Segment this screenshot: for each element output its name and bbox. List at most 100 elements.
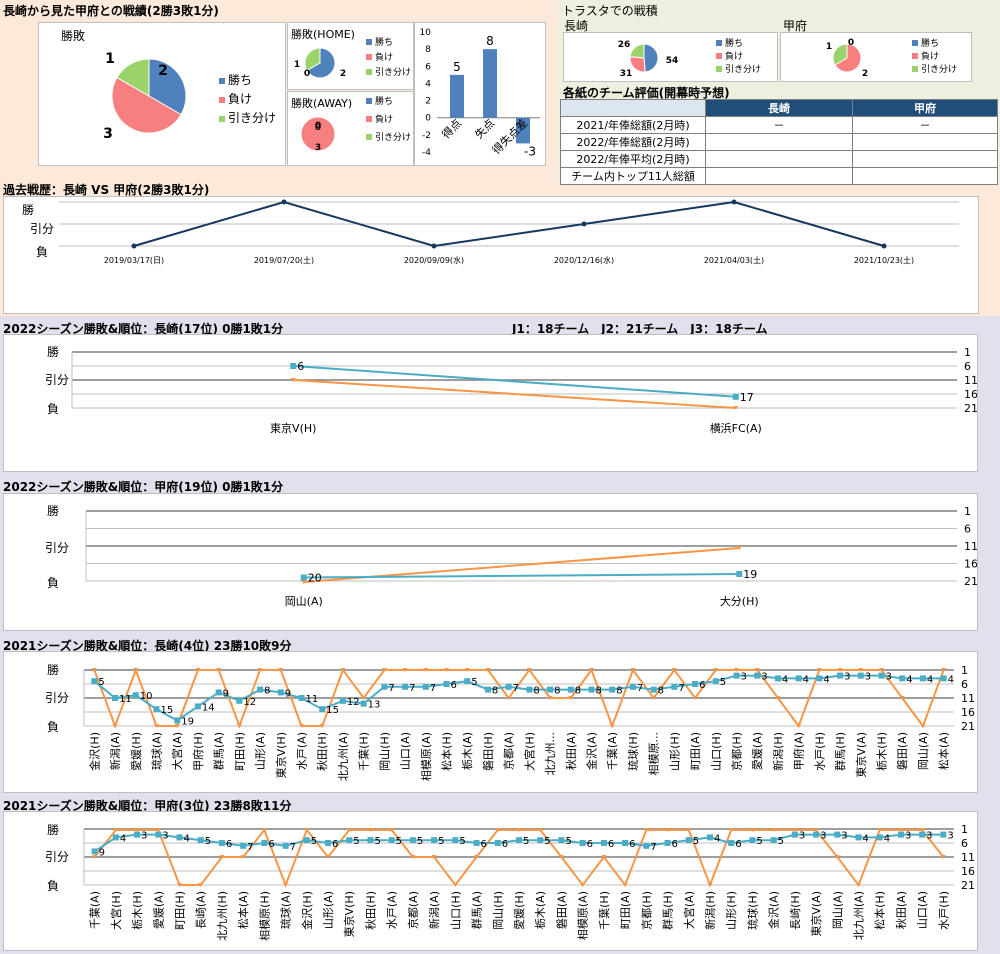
pie-slice <box>304 47 321 72</box>
eval-table: 長崎 甲府 2021/年俸総額(2月時) － － 2022/年俸総額(2月時) … <box>560 99 998 185</box>
rank-point <box>919 831 926 838</box>
rank-tick: 6 <box>961 837 968 850</box>
record-point <box>665 828 671 832</box>
x-tick-label: 東京V(H) <box>342 891 356 937</box>
category-label: 失点 <box>472 117 497 142</box>
trasta-title: トラスタでの戦積 <box>562 4 658 18</box>
rank-data-label: 4 <box>863 833 869 844</box>
result-point <box>881 243 887 249</box>
rank-point <box>795 675 802 682</box>
y-tick-label: 2 <box>425 97 431 107</box>
date-label: 2021/10/23(土) <box>854 255 914 265</box>
x-tick-label: 千葉(A) <box>605 732 619 770</box>
league-info: J1：18チーム J2：21チーム J3：18チーム <box>512 322 768 336</box>
legend-swatch <box>219 116 225 122</box>
legend-swatch <box>366 134 372 140</box>
legend-swatch <box>912 66 918 72</box>
rank-data-label: 3 <box>844 672 850 683</box>
x-tick-label: 琉球(H) <box>745 891 759 930</box>
pie-slice <box>834 43 862 73</box>
rank-data-label: 6 <box>608 839 614 850</box>
rank-line <box>293 365 736 398</box>
rank-point <box>899 675 906 682</box>
x-tick-label: 京都(A) <box>502 732 516 770</box>
rank-data-label: 6 <box>587 839 593 850</box>
x-tick-label: 大宮(A) <box>682 891 696 929</box>
record-point <box>240 855 246 859</box>
record-point <box>728 828 734 832</box>
record-point <box>301 580 307 584</box>
x-tick-label: 秋田(A) <box>894 891 908 929</box>
pie-slice <box>300 116 336 152</box>
record-point <box>837 668 843 672</box>
pie-slice <box>111 76 182 134</box>
rank-point <box>381 683 388 690</box>
rank-data-label: 5 <box>374 836 380 847</box>
rank-data-label: 7 <box>430 683 436 694</box>
record-point <box>816 668 822 672</box>
rank-point <box>197 837 204 844</box>
record-point <box>133 668 139 672</box>
rank-point <box>749 837 756 844</box>
rank-point <box>261 840 268 846</box>
rank-point <box>834 831 841 838</box>
bar-value-label: 8 <box>486 34 494 48</box>
rank-point <box>685 837 692 844</box>
result-point <box>431 243 437 249</box>
record-point <box>899 696 905 700</box>
y-label-win: 勝 <box>47 344 59 359</box>
eval-row-value <box>852 150 998 168</box>
legend-entry: 負け <box>921 50 939 62</box>
x-tick-label: 北九州(H) <box>216 891 229 941</box>
date-label: 2020/09/09(水) <box>404 255 464 265</box>
record-point <box>707 883 713 887</box>
season-chart-2: 16111621勝引分負[勝敗][順位]51110151914912891115… <box>45 662 975 781</box>
x-tick-label: 町田(A) <box>689 732 702 770</box>
record-point <box>216 668 222 672</box>
pie-slice <box>832 43 848 66</box>
home-pie-panel: 勝敗(HOME) 2 0 1 勝ち 負け 引き分け <box>287 22 414 90</box>
legend-swatch <box>366 54 372 60</box>
rank-tick: 1 <box>964 346 971 359</box>
rank-point <box>452 837 459 844</box>
x-tick-label: 岡山(A) <box>285 595 323 608</box>
x-tick-label: 金沢(H) <box>87 732 101 771</box>
rank-point <box>516 837 522 844</box>
pie-data-label: 1 <box>294 60 300 70</box>
x-tick-label: 山口(H) <box>710 732 723 771</box>
x-tick-label: 北九州... <box>544 732 557 776</box>
x-tick-label: 相模原(H) <box>258 891 271 941</box>
rank-point <box>706 834 713 841</box>
rank-data-label: 5 <box>778 836 784 847</box>
rank-data-label: 15 <box>326 705 339 716</box>
x-tick-label: 水戸(H) <box>813 732 826 771</box>
rank-data-label: 3 <box>820 831 826 842</box>
record-point <box>733 406 739 410</box>
rank-point <box>346 837 353 844</box>
trasta-kofu-panel: 0 2 1 勝ち 負け 引き分け <box>780 32 972 82</box>
rank-data-label: 3 <box>926 831 932 842</box>
home-pie-label: 勝敗(HOME) <box>291 28 355 41</box>
record-point <box>495 828 501 832</box>
eval-row-value <box>705 150 853 168</box>
rank-point <box>728 840 735 846</box>
x-tick-label: 相模原(A) <box>420 732 433 781</box>
record-point <box>278 668 284 672</box>
rank-point <box>813 831 820 838</box>
record-point <box>346 828 352 832</box>
goals-bar-panel: 10 8 6 4 2 0 -2 -4 5 得点 8 失点 -3 得失点差 <box>414 22 546 166</box>
y-label-win: 勝 <box>47 822 59 837</box>
x-tick-label: 愛媛(H) <box>129 732 143 771</box>
rank-data-label: 7 <box>290 842 296 853</box>
pie-data-label: 31 <box>620 69 633 79</box>
y-tick-label: -4 <box>422 148 431 158</box>
rank-point <box>218 840 225 846</box>
eval-row-value <box>852 167 998 185</box>
x-tick-label: 岡山(H) <box>492 891 505 930</box>
rank-data-label: 8 <box>658 686 664 697</box>
record-point <box>736 546 742 550</box>
x-tick-label: 町田(A) <box>619 891 632 929</box>
rank-data-label: 8 <box>575 686 581 697</box>
rank-tick: 21 <box>961 879 975 892</box>
